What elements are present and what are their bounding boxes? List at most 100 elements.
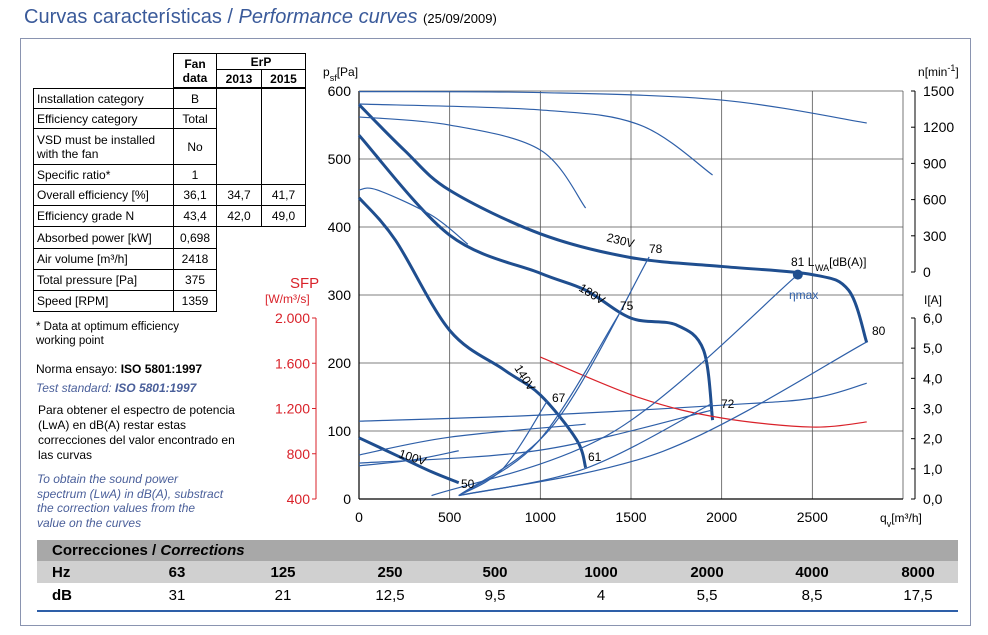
db-value: 9,5 [484,587,506,604]
label-part: [min [925,65,948,79]
standard-es: Norma ensayo: ISO 5801:1997 [36,362,202,376]
table-header: 2015 [261,69,306,88]
empty-cell [261,88,306,185]
x-tick-label: 500 [438,509,462,525]
hz-value: 250 [377,564,403,581]
frame [20,38,971,626]
hz-value: 1000 [584,564,618,581]
x-tick-label: 2000 [706,509,737,525]
series-line [458,315,619,497]
tick-label: 1,0 [923,461,943,477]
db-label: dB [52,587,72,604]
x-axis-title: qv[m³/h] [880,511,922,529]
series-line [357,196,588,469]
tick-label: 300 [923,228,947,244]
label-part: ] [955,65,958,79]
table-value: 49,0 [261,205,306,227]
x-tick-label: 2500 [797,509,828,525]
curve-label: 180V [576,281,607,308]
marker-label: 81 L [791,255,815,269]
hz-value: 125 [270,564,296,581]
hz-value: 8000 [901,564,935,581]
x-tick-label: 1500 [615,509,646,525]
band [37,561,958,583]
series-line [458,400,549,497]
marker [792,269,803,280]
para-en: To obtain the sound power spectrum (LwA)… [37,472,224,530]
tick-label: 1200 [923,119,954,135]
y-tick-label: 500 [328,151,352,167]
label-part: I [924,293,927,307]
y-tick-label: 100 [328,423,352,439]
series-line [540,356,867,428]
tick-label: 5,0 [923,340,943,356]
series-line [358,423,586,456]
label-part: [m³/h] [891,511,922,525]
curve-label: 100V [397,447,428,469]
band [37,540,958,561]
db-value: 12,5 [375,587,405,604]
label-part: 81 [791,255,808,269]
tick-label: 800 [287,446,311,462]
series-line [357,103,869,344]
tick-label: 1.600 [275,355,310,371]
label-part: [A] [927,293,942,307]
tick-label: 2.000 [275,310,310,326]
hz-value: 2000 [690,564,724,581]
db-value: 21 [274,587,292,604]
series-line [358,187,469,245]
t: Correcciones / [52,542,161,559]
series-line [358,450,459,467]
label-part: SFP [290,275,319,292]
annotation: 67 [552,391,566,405]
x-tick-label: 0 [355,509,363,525]
label-part: [Pa] [337,65,358,79]
tick-label: 4,0 [923,370,943,386]
y-axis-title: psf[Pa] [323,65,358,83]
annotation: ηmax [789,288,818,302]
footnote: * Data at optimum efficiency working poi… [36,321,179,347]
series-line [431,274,799,497]
annotation: 72 [721,397,735,411]
y-tick-label: 600 [328,83,352,99]
para-es: Para obtener el espectro de potencia (Lw… [38,403,235,462]
table-label: VSD must be installed with the fan [33,128,174,165]
label-part: -1 [947,63,955,73]
value: ISO 5801:1997 [114,381,197,395]
label-part: p [323,65,330,79]
annotation: 75 [620,299,634,313]
tick-label: 1500 [923,83,954,99]
y-tick-label: 300 [328,287,352,303]
series-line [358,91,867,124]
label-part: [W/m³/s] [265,292,310,306]
series-line [358,103,713,176]
table-header: Fan data [173,53,217,88]
y2-axis-title: n[min-1] [918,63,959,79]
rule [37,610,958,612]
y-tick-label: 400 [328,219,352,235]
annotation: 78 [649,242,663,256]
label: Norma ensayo: [36,362,121,376]
label-part: q [880,511,887,525]
label-part: [dB(A)] [829,255,866,269]
title: Curvas características / Performance cur… [24,6,497,29]
label: Test standard: [36,381,115,395]
tick-label: 2,0 [923,431,943,447]
hz-value: 500 [482,564,508,581]
title-text: Curvas características / [24,6,239,28]
label-part: WA [815,263,829,273]
annotation: 50 [461,477,475,491]
tick-label: 400 [287,491,311,507]
title-italic: Performance curves [238,6,418,28]
y3-axis-title: I[A] [924,293,942,307]
series-line [357,134,715,421]
hz-label: Hz [52,564,71,581]
standard-en: Test standard: ISO 5801:1997 [36,381,196,395]
y4-axis-title: SFP [290,275,319,292]
curve-label: 230V [605,230,636,250]
label-part: sf [330,73,338,83]
x-tick-label: 1000 [525,509,556,525]
series-line [358,116,587,209]
chart: 0 500 1000 1500 2000 250001002003004005006000… [265,63,959,529]
